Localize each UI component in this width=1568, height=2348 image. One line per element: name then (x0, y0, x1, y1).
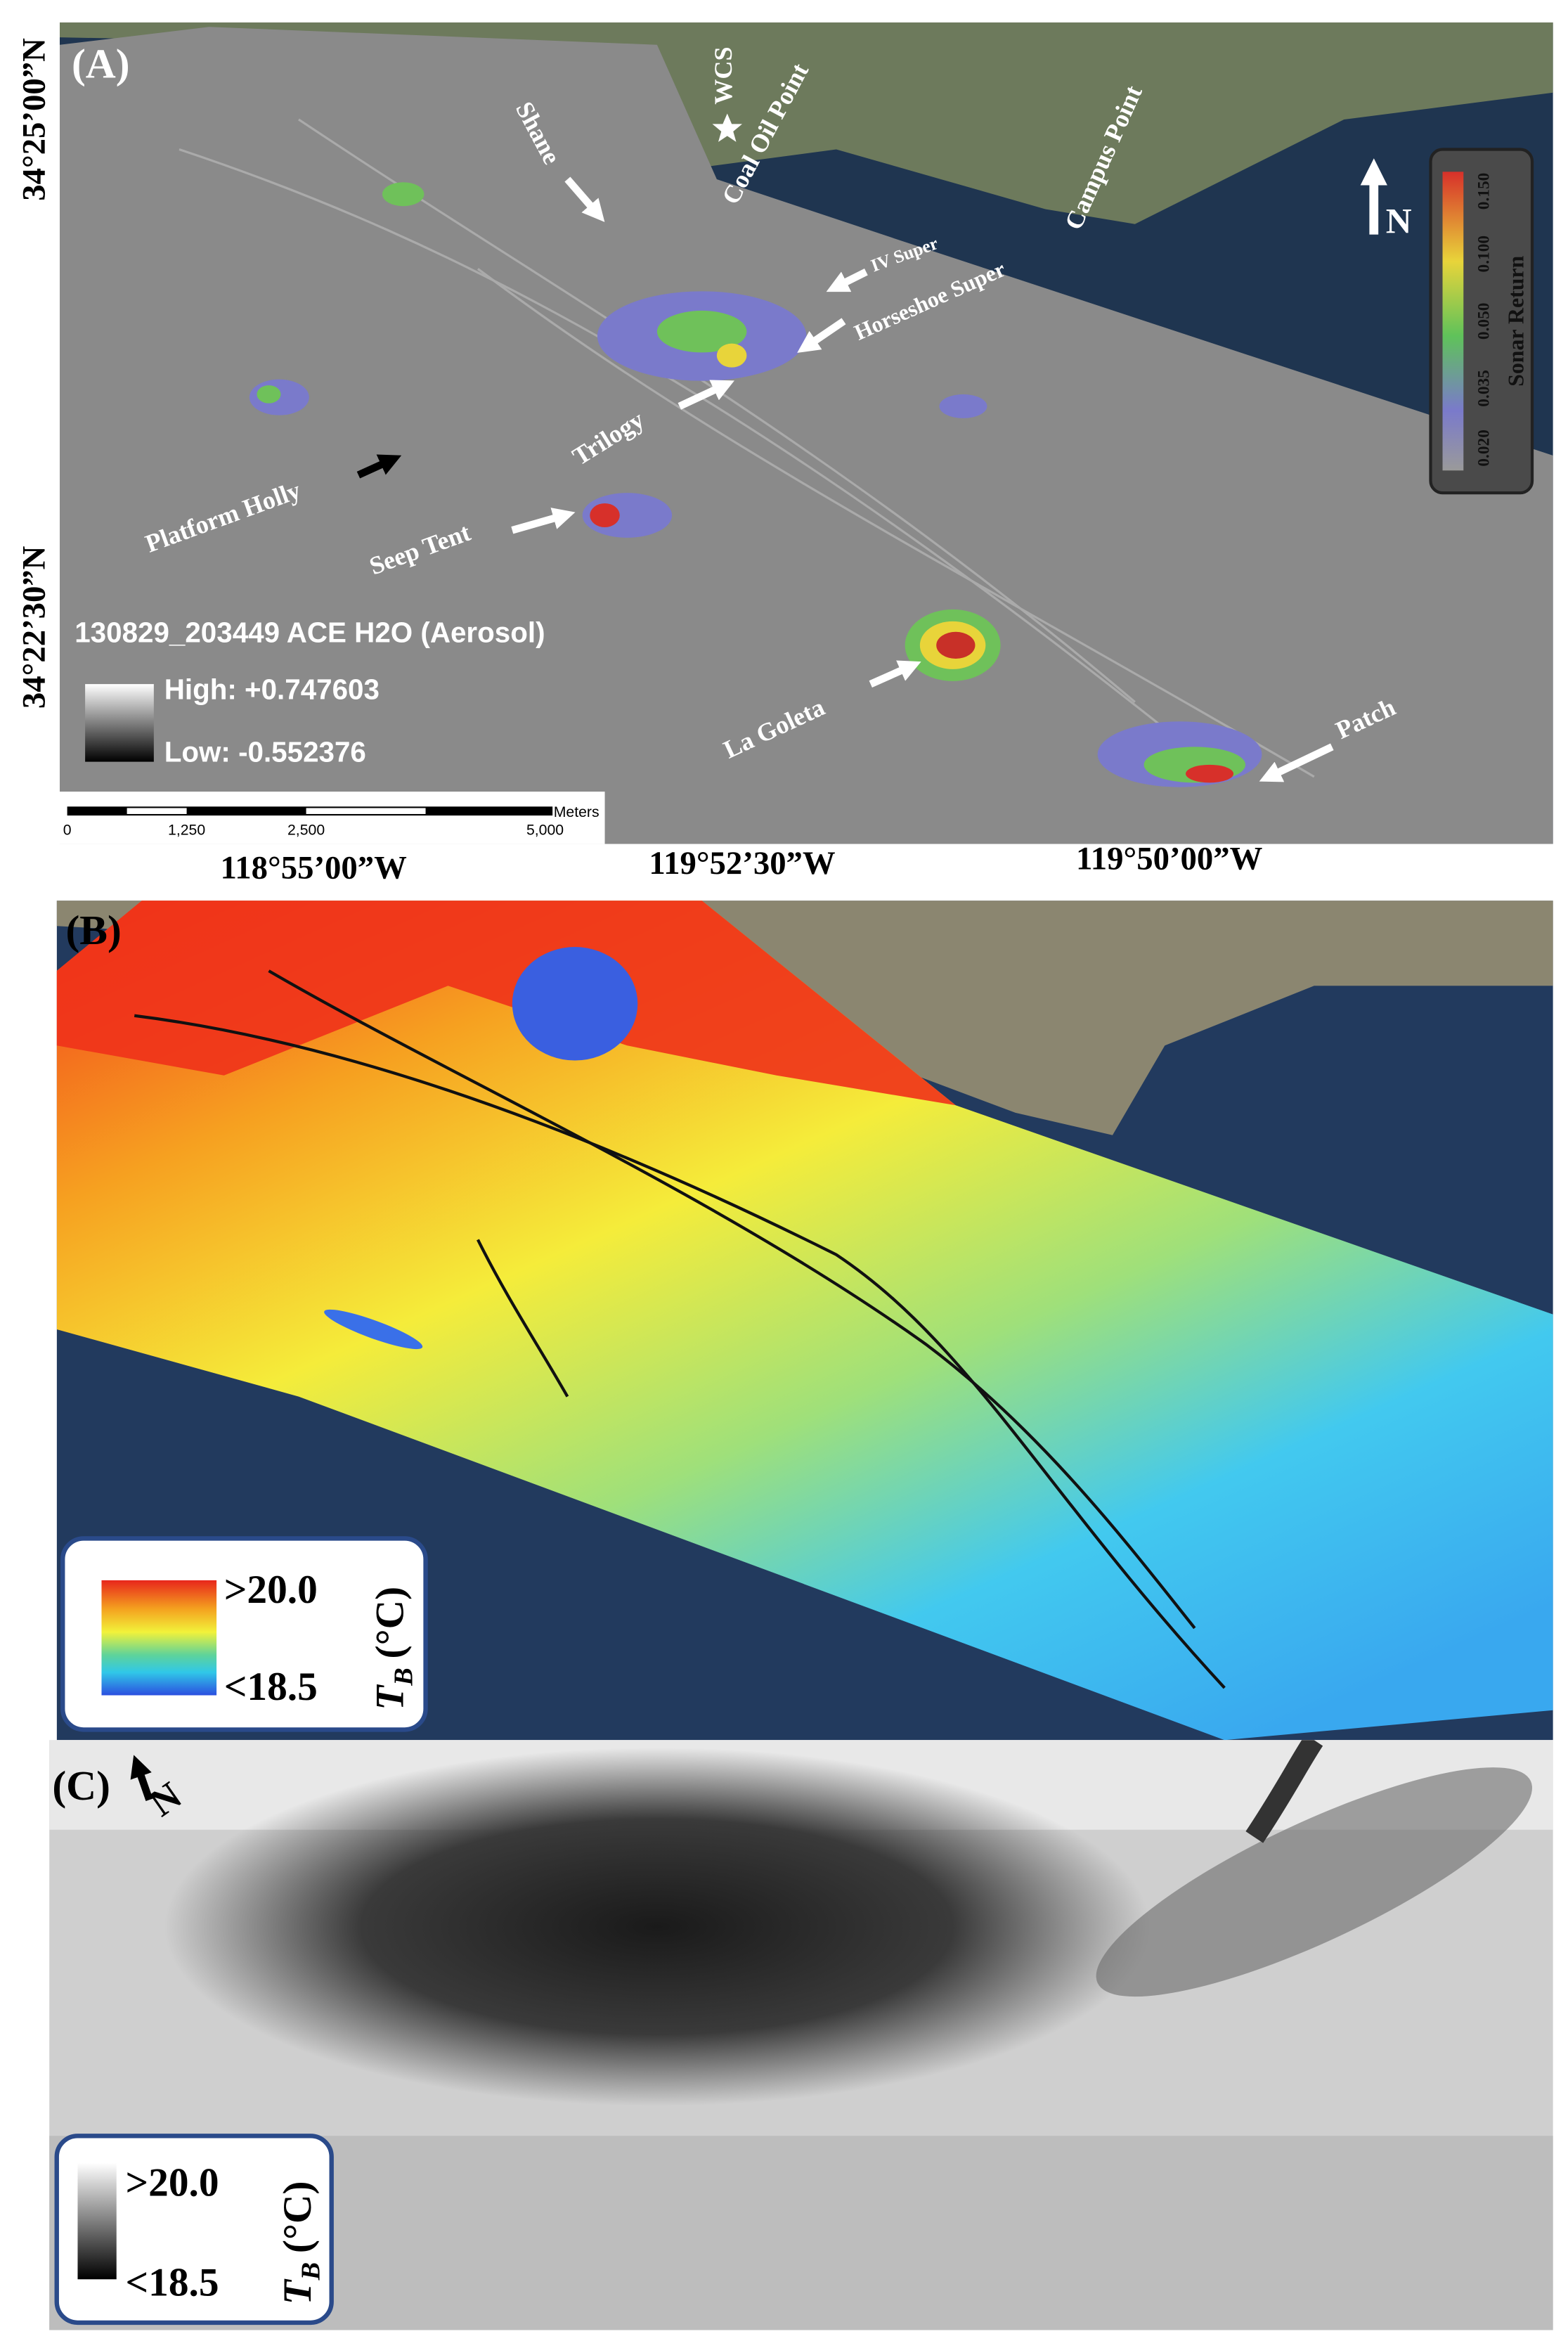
panel-a-image (59, 22, 1553, 844)
gray-scale-bar (85, 684, 154, 762)
legend-max: >20.0 (125, 2160, 219, 2205)
legend-min: <18.5 (224, 1665, 318, 1709)
subscript: B (297, 2262, 326, 2281)
scale-bar: 0 1,250 2,500 5,000 Meters (56, 792, 605, 844)
scale-tick: 2,500 (287, 822, 325, 839)
station-star (712, 113, 743, 142)
longitude-label: 119°52’30”W (649, 845, 835, 882)
scale-tick: 0 (63, 822, 72, 839)
panel-label: (A) (72, 40, 130, 86)
temperature-legend: >20.0 <18.5 TB (°C) (60, 1536, 428, 1732)
seep-streaks (134, 969, 1226, 1689)
latitude-label: 34°25’00”N (16, 38, 53, 201)
scale-tick: 5,000 (526, 822, 564, 839)
longitude-label: 118°55’00”W (221, 849, 407, 886)
latitude-label: 34°22’30”N (16, 546, 53, 709)
unit: (°C) (276, 2181, 320, 2253)
place-label: WCS (709, 46, 737, 104)
legend-max: >20.0 (224, 1568, 318, 1612)
longitude-label: 119°50’00”W (1076, 841, 1262, 877)
sonar-blobs (249, 182, 1262, 787)
north-label: N (1386, 202, 1412, 241)
symbol: T (276, 2278, 320, 2304)
gray-legend: >20.0 <18.5 TB (°C) (54, 2134, 334, 2326)
panel-c-image (49, 1740, 1553, 2330)
legend-tick: 0.035 (1475, 370, 1493, 407)
symbol: T (368, 1684, 413, 1710)
legend-tick: 0.050 (1475, 303, 1493, 340)
legend-unit: TB (°C) (276, 2181, 326, 2304)
legend-title: Sonar Return (1503, 255, 1528, 386)
scale-tick: 1,250 (168, 822, 205, 839)
legend-tick: 0.020 (1475, 430, 1493, 467)
panel-label: (C) (52, 1762, 110, 1809)
subscript: B (389, 1668, 418, 1686)
legend-min: <18.5 (125, 2261, 219, 2305)
pointer-arrow (356, 454, 402, 479)
sonar-legend: 0.020 0.035 0.050 0.100 0.150 Sonar Retu… (1429, 148, 1534, 495)
image-name: 130829_203449 ACE H2O (Aerosol) (74, 617, 545, 649)
panel-label: (B) (65, 907, 121, 953)
high-value: High: +0.747603 (164, 673, 380, 705)
legend-tick: 0.150 (1475, 173, 1493, 210)
low-value: Low: -0.552376 (164, 736, 366, 768)
legend-unit: TB (°C) (368, 1587, 419, 1710)
legend-tick: 0.100 (1475, 236, 1493, 273)
scale-unit: Meters (554, 804, 600, 820)
north-arrow (130, 1755, 153, 1801)
pointer-arrows (511, 176, 1334, 782)
unit: (°C) (368, 1587, 413, 1659)
